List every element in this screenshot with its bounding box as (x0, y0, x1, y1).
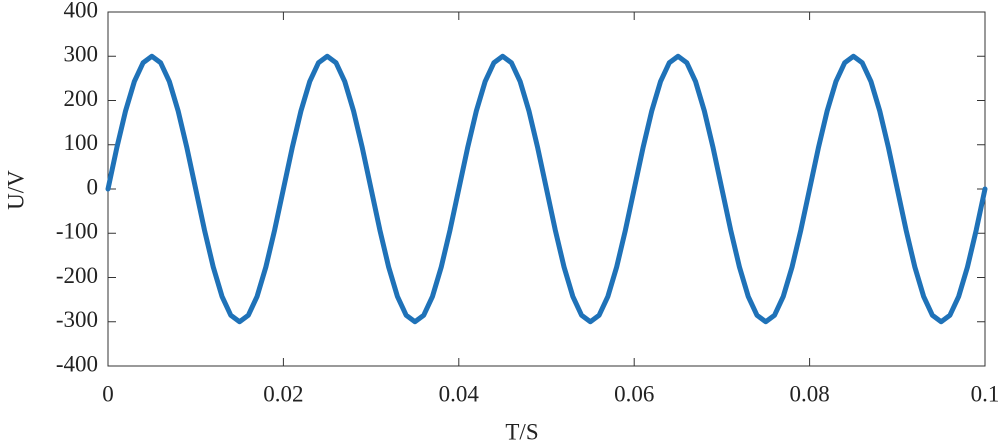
y-axis-label: U/V (3, 170, 28, 210)
y-tick-label: -300 (56, 307, 98, 332)
y-tick-label: -100 (56, 219, 98, 244)
y-tick-label: 0 (87, 174, 99, 199)
x-axis-label: T/S (505, 419, 538, 444)
y-tick-label: -200 (56, 263, 98, 288)
x-tick-label: 0.02 (263, 381, 303, 406)
y-tick-label: 100 (64, 130, 99, 155)
y-tick-label: 400 (64, 0, 99, 22)
line-series (105, 53, 988, 325)
x-tick-label: 0.04 (439, 381, 480, 406)
x-tick-label: 0 (102, 381, 114, 406)
y-tick-label: -400 (56, 351, 98, 376)
x-tick-label: 0.08 (789, 381, 829, 406)
y-tick-label: 300 (64, 42, 99, 67)
x-tick-label: 0.06 (614, 381, 654, 406)
x-tick-label: 0.1 (971, 381, 1000, 406)
y-tick-label: 200 (64, 86, 99, 111)
